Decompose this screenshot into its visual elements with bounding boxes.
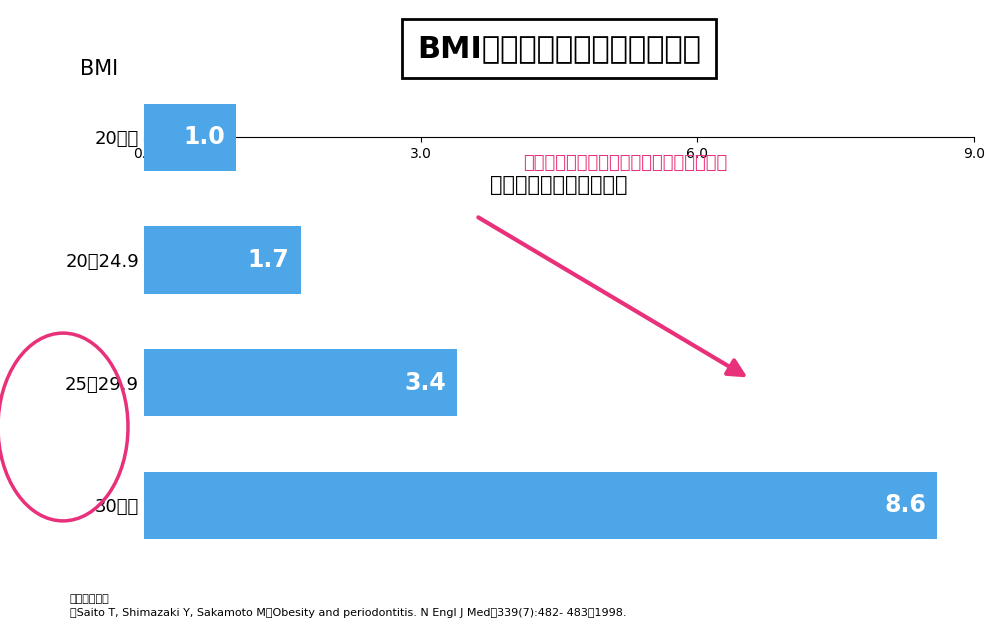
- Bar: [144, 226, 301, 294]
- Text: 肥満度が高いほど、歯周病の危険性が増加: 肥満度が高いほど、歯周病の危険性が増加: [523, 154, 727, 172]
- Text: （参考文獺）: （参考文獺）: [70, 594, 110, 604]
- Text: 3.4: 3.4: [405, 371, 446, 395]
- Text: 1.0: 1.0: [183, 125, 225, 150]
- Text: 1.7: 1.7: [248, 248, 290, 272]
- X-axis label: 歯周病罹患の相対危険度: 歯周病罹患の相対危険度: [490, 175, 628, 195]
- Bar: [144, 471, 937, 539]
- Title: BMI数値と歯周病のなりやすさ: BMI数値と歯周病のなりやすさ: [417, 34, 701, 63]
- Text: BMI: BMI: [80, 59, 118, 79]
- Text: 8.6: 8.6: [884, 493, 926, 518]
- Text: ・Saito T, Shimazaki Y, Sakamoto M：Obesity and periodontitis. N Engl J Med，339(7): ・Saito T, Shimazaki Y, Sakamoto M：Obesit…: [70, 608, 626, 618]
- Bar: [144, 349, 457, 416]
- Bar: [144, 103, 236, 171]
